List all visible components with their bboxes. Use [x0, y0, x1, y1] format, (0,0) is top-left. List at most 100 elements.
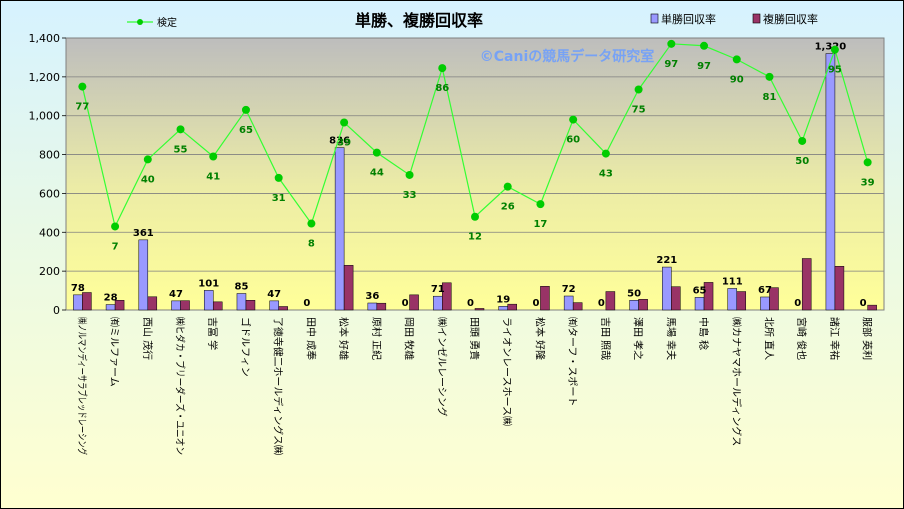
bar-data-label: 47 [267, 289, 281, 300]
legend-line-dot [137, 19, 143, 25]
x-tick-label: 了徳寺健二ホールディングス㈱ [272, 317, 285, 455]
y-axis: 0 200 400 600 800 1,000 1,200 1,400 [29, 32, 66, 317]
x-tick-label: ㈲ミルファーム [108, 317, 120, 387]
bar-tansho [73, 294, 83, 311]
line-data-label: 81 [763, 92, 777, 103]
bar-fukusho [769, 287, 779, 311]
line-point [340, 118, 349, 127]
bar-fukusho [540, 286, 550, 311]
line-point [78, 82, 87, 91]
line-data-label: 12 [468, 232, 482, 243]
y-tick-label: 400 [39, 226, 60, 239]
y-tick-label: 1,200 [29, 71, 61, 84]
y-tick-label: 200 [39, 265, 60, 278]
line-data-label: 90 [730, 74, 744, 85]
line-point [667, 39, 676, 48]
bar-fukusho [82, 292, 92, 311]
x-axis-labels: ㈱ノルマンディーサラブレッドレーシング ㈲ミルファーム 西山 茂行 ㈱ヒダカ・ブリーダ… [75, 317, 873, 455]
bar-data-label: 111 [722, 276, 743, 287]
bar-tansho [629, 300, 639, 311]
bar-fukusho [343, 265, 354, 311]
line-point [372, 148, 381, 157]
line-point [209, 152, 218, 161]
bar-fukusho [507, 303, 517, 311]
bar-tansho [105, 304, 116, 311]
bar-tansho [138, 239, 149, 311]
bar-data-label: 0 [860, 298, 867, 309]
bar-data-label: 78 [71, 283, 85, 294]
bar-fukusho [212, 301, 223, 311]
bar-data-label: 0 [467, 298, 474, 309]
line-data-label: 26 [501, 202, 515, 213]
bar-data-label: 0 [598, 298, 605, 309]
chart-title: 単勝、複勝回収率 [355, 11, 483, 30]
bar-tansho [433, 295, 443, 311]
bar-data-label: 0 [532, 298, 539, 309]
line-point [405, 170, 414, 179]
bar-group [73, 53, 877, 311]
bar-data-label: 0 [402, 298, 409, 309]
line-point [798, 136, 807, 145]
bar-fukusho [834, 266, 845, 311]
y-tick-label: 800 [39, 149, 60, 162]
x-tick-label: ㈱ヒダカ・ブリーダーズ・ユニオン [174, 317, 187, 455]
x-tick-label: ㈱インゼルレーシング [435, 317, 448, 417]
bar-data-label: 836 [329, 136, 350, 147]
line-point [863, 158, 872, 167]
x-tick-label: ゴドルフィン [239, 317, 252, 377]
bar-tansho [236, 293, 247, 311]
x-tick-label: ㈱カナヤマホールディングス [730, 317, 743, 446]
x-tick-label: 諸江 幸祐 [828, 317, 841, 360]
y-tick-label: 1,400 [29, 32, 61, 45]
x-tick-label: 田中 成奉 [304, 317, 317, 360]
x-tick-label: 馬場 幸夫 [664, 317, 677, 360]
line-data-label: 50 [795, 156, 809, 167]
line-data-label: 17 [533, 219, 547, 230]
legend-line-label: 検定 [157, 16, 177, 29]
bar-tansho [367, 302, 378, 311]
line-data-label: 7 [112, 241, 119, 252]
legend-bar2-label: 複勝回収率 [763, 12, 818, 26]
y-tick-label: 1,000 [29, 110, 61, 123]
bar-data-label: 67 [758, 285, 772, 296]
bar-fukusho [278, 306, 288, 311]
line-data-label: 43 [599, 169, 613, 180]
bar-fukusho [245, 300, 256, 311]
bar-tansho [334, 147, 345, 311]
line-point [471, 212, 479, 221]
line-data-label: 60 [566, 135, 580, 146]
x-tick-label: 澤田 孝之 [632, 317, 645, 360]
bar-fukusho [671, 286, 681, 311]
x-tick-label: ㈲ターフ・スポート [566, 317, 578, 406]
bar-tansho [171, 300, 181, 311]
line-point [438, 64, 447, 73]
line-point [143, 155, 152, 164]
line-point [601, 149, 610, 158]
line-data-label: 86 [435, 83, 449, 94]
line-data-label: 40 [141, 174, 155, 185]
bar-tansho [825, 53, 836, 311]
bar-data-label: 47 [169, 289, 183, 300]
line-point [176, 125, 185, 134]
bar-fukusho [114, 300, 125, 311]
line-data-label: 41 [206, 172, 220, 183]
bar-fukusho [376, 302, 387, 311]
x-tick-label: 松本 好雄 [337, 317, 350, 360]
line-data-label: 75 [632, 104, 646, 115]
bar-tansho [563, 295, 574, 311]
bar-tansho [269, 300, 279, 311]
bar-fukusho [147, 296, 158, 311]
x-tick-label: 原村 正紀 [370, 317, 383, 360]
bar-data-label: 71 [431, 284, 445, 295]
bar-tansho [498, 306, 508, 311]
legend-bar1-swatch [650, 13, 659, 24]
line-data-label: 44 [370, 168, 384, 179]
bar-fukusho [180, 300, 190, 311]
x-tick-label: 北所 直人 [762, 317, 775, 360]
line-data-label: 65 [239, 125, 253, 136]
line-data-label: 39 [861, 177, 875, 188]
bar-data-label: 36 [365, 291, 379, 302]
